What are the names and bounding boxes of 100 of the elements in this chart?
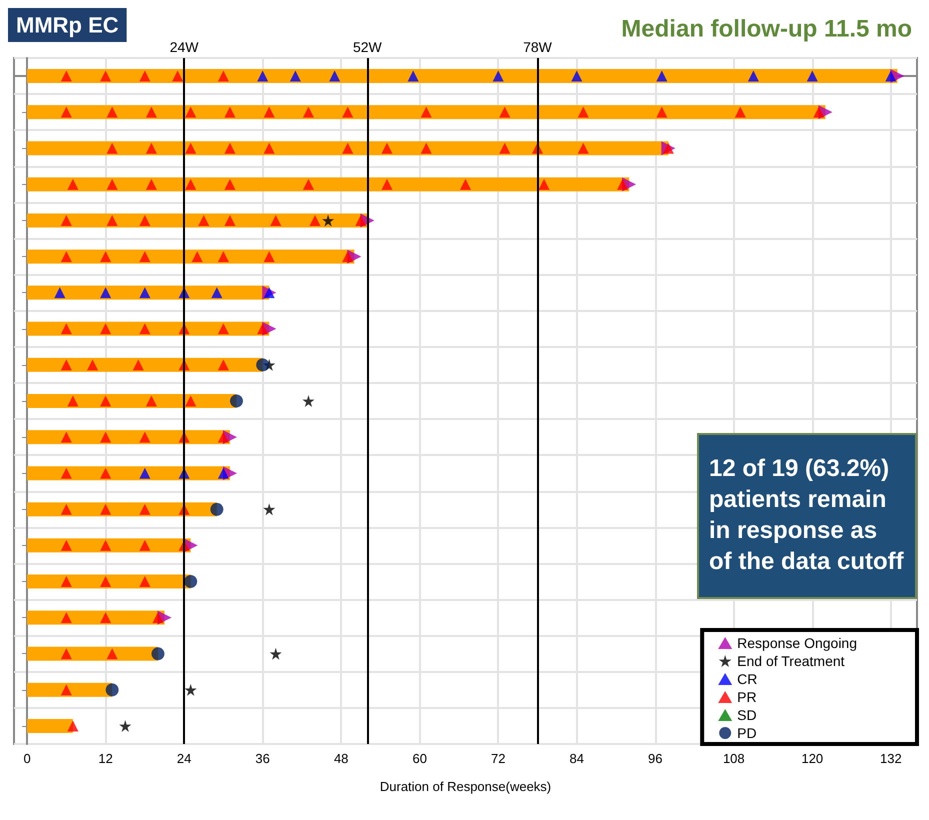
point <box>60 70 72 82</box>
x-tick-label: 132 <box>880 751 902 766</box>
legend-label: CR <box>737 671 758 687</box>
point <box>106 142 118 154</box>
point <box>218 323 229 334</box>
point <box>60 106 72 118</box>
point <box>211 287 222 298</box>
point <box>152 612 164 624</box>
point <box>100 612 112 624</box>
point <box>106 214 118 226</box>
point <box>146 396 157 406</box>
point <box>329 70 340 82</box>
point <box>60 323 72 334</box>
point <box>218 359 229 370</box>
point <box>60 684 72 696</box>
x-tick-label: 24 <box>176 751 192 766</box>
point <box>139 251 150 262</box>
point <box>60 504 72 515</box>
point <box>139 576 150 588</box>
point <box>100 396 112 406</box>
bar <box>27 177 630 192</box>
point <box>264 106 275 118</box>
point <box>151 647 164 660</box>
point <box>139 287 150 298</box>
point <box>100 251 112 262</box>
point <box>172 70 184 82</box>
point <box>263 503 276 516</box>
point <box>538 178 550 190</box>
point <box>578 106 589 118</box>
x-tick-label: 120 <box>801 751 824 766</box>
point <box>310 214 320 226</box>
x-tick-label: 84 <box>570 751 584 766</box>
point <box>60 468 72 479</box>
point <box>119 720 132 732</box>
legend-label: PR <box>737 689 757 705</box>
point <box>146 142 157 154</box>
point <box>100 70 112 82</box>
point <box>381 178 392 190</box>
point <box>210 502 224 516</box>
point <box>218 70 229 82</box>
point <box>60 648 72 660</box>
point <box>185 142 196 154</box>
point <box>100 576 112 588</box>
point <box>224 214 236 226</box>
ref-line-label: 78W <box>523 39 553 55</box>
point <box>146 178 157 190</box>
point <box>656 106 668 118</box>
x-axis-title: Duration of Response(weeks) <box>380 779 552 794</box>
bar <box>27 250 354 264</box>
chart-title: MMRp EC <box>16 12 119 38</box>
point <box>342 251 354 262</box>
legend-label: SD <box>737 707 757 723</box>
x-tick-label: 36 <box>255 751 270 766</box>
point <box>499 142 510 154</box>
point <box>656 70 668 82</box>
point <box>342 142 354 154</box>
ref-line-label: 52W <box>352 39 383 55</box>
point <box>571 70 582 82</box>
point <box>139 323 150 334</box>
point <box>106 178 118 190</box>
x-tick-label: 48 <box>334 751 348 766</box>
point <box>224 106 236 118</box>
point <box>617 178 628 190</box>
point <box>106 648 118 660</box>
point <box>813 106 824 118</box>
bar <box>27 105 826 120</box>
point <box>885 70 896 82</box>
point <box>218 468 229 479</box>
point <box>184 575 198 588</box>
legend-label: PD <box>737 725 757 741</box>
point <box>257 323 268 334</box>
point <box>60 576 72 588</box>
point <box>806 70 818 82</box>
point <box>139 432 150 443</box>
point <box>224 142 236 154</box>
point <box>460 178 471 190</box>
point <box>139 468 150 479</box>
legend-label: End of Treatment <box>737 653 845 669</box>
point <box>264 142 275 154</box>
point <box>198 214 210 226</box>
point <box>192 251 203 262</box>
point <box>185 106 196 118</box>
point <box>408 70 419 82</box>
point <box>302 395 314 407</box>
x-tick-label: 96 <box>648 751 662 766</box>
point <box>290 70 301 82</box>
point <box>342 106 354 118</box>
point <box>100 432 112 443</box>
x-tick-label: 72 <box>490 751 506 766</box>
point <box>578 142 589 154</box>
legend-label: Response Ongoing <box>737 635 858 651</box>
point <box>257 70 268 82</box>
point <box>420 106 432 118</box>
point <box>54 287 66 298</box>
point <box>184 684 197 696</box>
point <box>60 540 72 551</box>
point <box>270 648 282 660</box>
ref-line-label: 24W <box>170 39 200 55</box>
point <box>270 214 282 226</box>
point <box>185 396 196 406</box>
